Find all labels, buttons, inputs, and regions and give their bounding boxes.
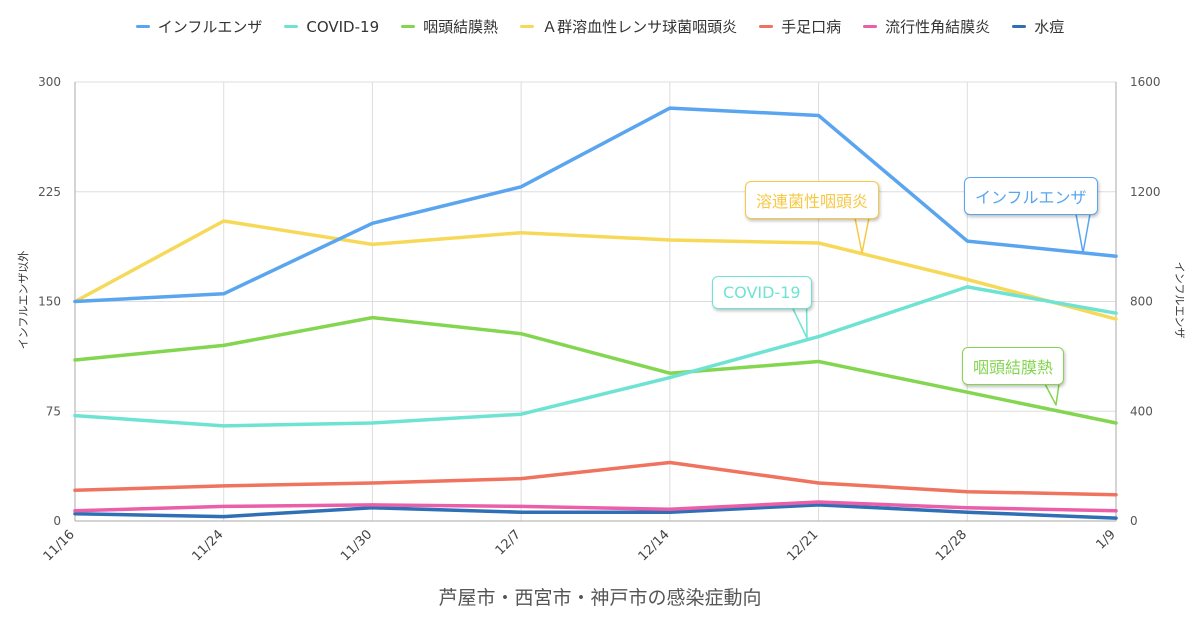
right-tick-label: 800: [1130, 295, 1153, 309]
right-tick-label: 1600: [1130, 75, 1161, 89]
legend-swatch: [759, 25, 774, 28]
series-line-1: [73, 285, 1118, 428]
callout-pointer: [1044, 383, 1060, 406]
series-line-3: [73, 219, 1118, 321]
right-tick-label: 400: [1130, 404, 1153, 418]
series-line-0: [73, 106, 1118, 304]
right-tick-label: 1200: [1130, 185, 1161, 199]
chart-title: 芦屋市・西宮市・神戸市の感染症動向: [438, 587, 762, 609]
legend-item[interactable]: Ａ群溶血性レンサ球菌咽頭炎: [520, 16, 737, 37]
callout-pointer: [1075, 213, 1091, 254]
legend-swatch: [284, 25, 299, 28]
legend-label: COVID-19: [306, 17, 380, 36]
callout-pointer: [791, 307, 808, 339]
callout-pharyngoconjunctival-fever: 咽頭結膜熱: [962, 347, 1065, 385]
legend-label: 流行性角結膜炎: [885, 18, 991, 36]
left-tick-label: 225: [38, 185, 61, 199]
legend-swatch: [135, 25, 150, 28]
right-axis-title: インフルエンザ: [1173, 261, 1186, 339]
callout-covid19: COVID-19: [712, 276, 812, 309]
x-tick-label: 11/24: [189, 527, 226, 564]
legend-item[interactable]: 流行性角結膜炎: [863, 16, 990, 37]
legend-swatch: [401, 25, 416, 28]
legend-label: Ａ群溶血性レンサ球菌咽頭炎: [542, 18, 738, 36]
legend-swatch: [1012, 25, 1027, 28]
left-tick-label: 75: [46, 404, 61, 418]
series-line-2: [73, 315, 1118, 425]
series-line-6: [73, 503, 1118, 520]
legend-item[interactable]: COVID-19: [284, 16, 379, 37]
legend-item[interactable]: 手足口病: [759, 16, 841, 37]
series-line-4: [73, 460, 1118, 497]
legend-item[interactable]: インフルエンザ: [135, 16, 263, 37]
callout-strep-pharyngitis: 溶連菌性咽頭炎: [745, 181, 880, 219]
legend-label: インフルエンザ: [157, 18, 263, 36]
left-tick-label: 150: [38, 295, 61, 309]
left-axis-title: インフルエンザ以外: [17, 250, 30, 350]
legend-item[interactable]: 水痘: [1012, 16, 1064, 37]
x-tick-label: 1/9: [1093, 527, 1118, 552]
x-tick-label: 12/28: [933, 527, 970, 564]
legend-label: 咽頭結膜熱: [423, 18, 499, 36]
legend-swatch: [863, 25, 878, 28]
left-tick-label: 0: [53, 514, 61, 528]
x-tick-label: 12/7: [493, 527, 524, 558]
x-tick-label: 11/30: [338, 527, 375, 564]
legend-label: 水痘: [1034, 18, 1065, 36]
series-line-5: [73, 500, 1118, 513]
x-tick-label: 12/21: [784, 527, 821, 564]
legend-label: 手足口病: [781, 18, 842, 36]
x-tick-label: 11/16: [41, 527, 78, 564]
callout-pointer: [854, 217, 870, 254]
x-tick-label: 12/14: [636, 527, 673, 564]
chart-legend: インフルエンザ COVID-19 咽頭結膜熱 Ａ群溶血性レンサ球菌咽頭炎 手足口病 流行性…: [0, 16, 1200, 37]
legend-swatch: [520, 25, 535, 28]
right-tick-label: 0: [1130, 514, 1138, 528]
left-tick-label: 300: [38, 75, 61, 89]
legend-item[interactable]: 咽頭結膜熱: [401, 16, 498, 37]
callout-influenza: インフルエンザ: [964, 177, 1098, 215]
